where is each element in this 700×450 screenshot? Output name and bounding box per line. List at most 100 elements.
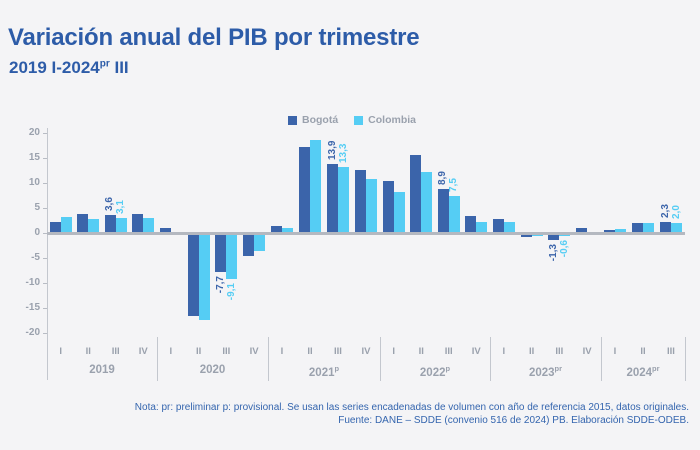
quarter-label: IV — [249, 346, 259, 357]
bar-bogota — [327, 163, 338, 233]
y-axis-tick-label: -20 — [25, 327, 40, 338]
year-label: 2024pr — [626, 364, 660, 379]
quarter-label: III — [334, 346, 342, 357]
y-axis-tick — [43, 258, 47, 259]
bar-colombia — [282, 228, 293, 233]
bar-value-label: 13,9 — [326, 140, 338, 160]
year-label: 2023pr — [528, 364, 563, 379]
bar-bogota — [660, 221, 671, 233]
year-separator — [268, 337, 269, 381]
year-label-superscript: pr — [554, 364, 563, 373]
chart-subtitle: 2019 I-2024pr III — [9, 58, 129, 78]
y-axis-tick-label: -5 — [31, 252, 40, 263]
quarter-label: II — [85, 346, 91, 357]
y-axis-tick-label: 5 — [34, 202, 40, 213]
y-axis-tick — [43, 333, 47, 334]
bar-bogota — [548, 233, 560, 240]
y-axis-tick-label: 15 — [28, 152, 40, 163]
legend-label-bogota: Bogotá — [302, 114, 339, 126]
zero-baseline — [47, 232, 685, 235]
quarter-label: III — [667, 346, 675, 357]
footer-note: Nota: pr: preliminar p: provisional. Se … — [135, 402, 689, 427]
bar-colombia — [615, 229, 626, 233]
quarter-label: I — [613, 346, 617, 357]
y-axis-tick — [43, 133, 47, 134]
quarter-label: III — [111, 346, 120, 357]
bar-bogota — [215, 233, 227, 272]
legend-item-colombia: Colombia — [354, 114, 416, 126]
quarter-label: III — [555, 346, 564, 357]
year-label-superscript: p — [445, 364, 451, 373]
year-label-superscript: p — [334, 364, 340, 373]
legend-swatch-bogota — [288, 115, 297, 125]
y-axis-tick-label: -15 — [25, 302, 40, 313]
y-axis-tick — [43, 208, 47, 209]
year-separator — [490, 337, 491, 381]
quarter-label: I — [392, 346, 396, 357]
footer-note-line2: Fuente: DANE – SDDE (convenio 516 de 202… — [338, 414, 689, 426]
bar-colombia — [421, 172, 433, 233]
bar-value-label: 2,0 — [670, 205, 682, 219]
bar-bogota — [465, 216, 477, 233]
footer-note-line1: Nota: pr: preliminar p: provisional. Se … — [134, 402, 689, 413]
bar-colombia — [476, 222, 488, 233]
quarter-label: II — [307, 346, 313, 357]
quarter-label: II — [195, 346, 202, 357]
bar-colombia — [503, 221, 515, 233]
bar-value-label: 7,5 — [448, 177, 460, 192]
bar-colombia — [393, 192, 405, 233]
bar-bogota — [492, 219, 504, 233]
bar-colombia — [254, 233, 266, 251]
quarter-label: II — [640, 346, 646, 357]
y-axis-tick — [43, 158, 47, 159]
bar-colombia — [143, 218, 155, 233]
year-separator — [380, 337, 381, 381]
quarter-label: II — [418, 346, 424, 357]
year-label: 2022p — [419, 364, 451, 379]
subtitle-quarter: III — [109, 58, 129, 77]
bar-bogota — [520, 233, 532, 237]
bar-colombia — [310, 139, 321, 233]
y-axis-tick-label: 10 — [28, 177, 40, 188]
y-axis-tick — [43, 308, 47, 309]
bar-colombia — [338, 166, 349, 233]
bar-bogota — [132, 214, 144, 233]
quarter-label: IV — [138, 346, 148, 357]
y-axis-tick — [43, 283, 47, 284]
y-axis-tick-label: -10 — [25, 277, 40, 288]
quarter-label: I — [169, 346, 173, 357]
bar-bogota — [576, 227, 588, 233]
bar-colombia — [448, 195, 460, 233]
bar-colombia — [643, 222, 654, 233]
bar-colombia — [115, 217, 127, 233]
bar-bogota — [243, 233, 255, 256]
bar-bogota — [355, 170, 366, 233]
quarter-label: III — [222, 346, 231, 357]
bar-colombia — [60, 216, 72, 233]
bar-bogota — [410, 154, 422, 233]
bar-value-label: -0,6 — [558, 240, 570, 258]
bar-colombia — [366, 179, 377, 233]
bar-value-label: 3,1 — [115, 199, 127, 214]
bar-bogota — [77, 214, 89, 233]
year-label: 2020 — [199, 364, 226, 376]
year-label-superscript: pr — [652, 364, 660, 373]
bar-bogota — [187, 233, 199, 316]
year-label: 2019 — [89, 364, 115, 376]
bar-colombia — [88, 219, 100, 233]
bar-bogota — [437, 188, 449, 233]
bar-bogota — [632, 223, 643, 233]
legend-label-colombia: Colombia — [368, 114, 417, 126]
quarter-label: II — [528, 346, 535, 357]
quarter-label: I — [502, 346, 506, 357]
quarter-label: I — [280, 346, 284, 357]
quarter-label: IV — [582, 346, 592, 357]
bar-colombia — [226, 233, 238, 279]
y-axis-tick-label: 20 — [28, 127, 40, 138]
chart-legend: Bogotá Colombia — [288, 114, 416, 126]
bar-value-label: 2,3 — [659, 203, 671, 218]
y-axis-tick-label: 0 — [34, 227, 40, 238]
bar-bogota — [382, 180, 394, 233]
chart-title: Variación anual del PIB por trimestre — [8, 24, 420, 51]
